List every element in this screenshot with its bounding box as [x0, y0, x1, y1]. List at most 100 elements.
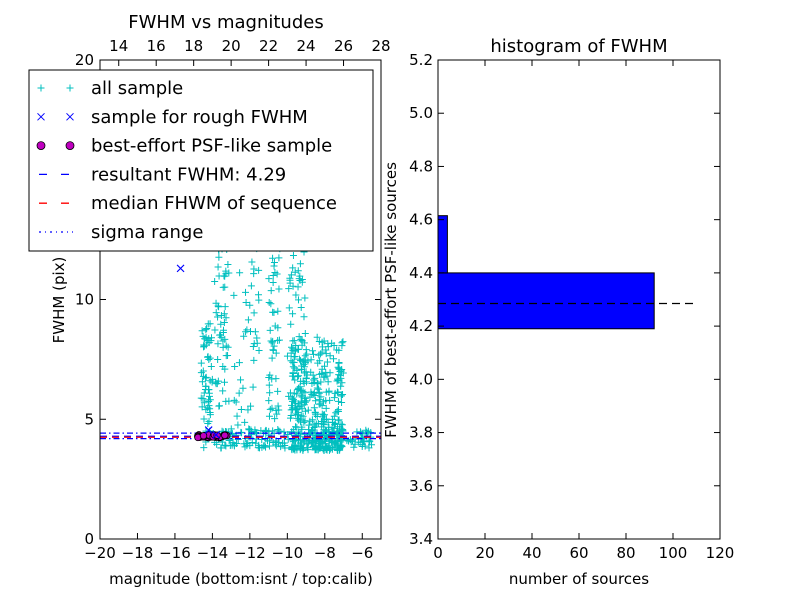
all-sample-point — [213, 380, 221, 388]
y-tick-label: 4.8 — [409, 157, 433, 175]
y-tick-label: 3.8 — [409, 424, 433, 442]
all-sample-point — [220, 318, 228, 326]
all-sample-point — [230, 442, 238, 450]
all-sample-point — [280, 428, 288, 436]
best-effort-point — [199, 432, 208, 440]
all-sample-point — [288, 343, 296, 351]
all-sample-point — [306, 393, 314, 401]
histogram-panel: 0 20 40 60 80 100 120 3.4 3.6 3.8 4.0 4.2 4.4 4.6 4.8… — [382, 36, 734, 588]
all-sample-point — [316, 400, 324, 408]
all-sample-point — [333, 407, 341, 415]
all-sample-point — [227, 425, 235, 433]
all-sample-point — [207, 362, 215, 370]
all-sample-point — [334, 397, 342, 405]
top-x-tick-label: 16 — [147, 37, 166, 55]
all-sample-point — [219, 387, 227, 395]
all-sample-point — [297, 357, 305, 365]
all-sample-point — [297, 402, 305, 410]
all-sample-point — [265, 412, 273, 420]
all-sample-point — [270, 258, 278, 266]
all-sample-point — [297, 412, 305, 420]
all-sample-point — [214, 313, 222, 321]
all-sample-point — [247, 426, 255, 434]
y-tick-label: 4.6 — [409, 211, 433, 229]
all-sample-point — [294, 283, 302, 291]
all-sample-point — [335, 365, 343, 373]
all-sample-point — [314, 380, 322, 388]
all-sample-point — [339, 391, 347, 399]
all-sample-point — [219, 283, 227, 291]
all-sample-point — [289, 369, 297, 377]
all-sample-point — [305, 421, 313, 429]
all-sample-point — [275, 285, 283, 293]
all-sample-point — [211, 278, 219, 286]
all-sample-point — [237, 428, 245, 436]
all-sample-point — [265, 381, 273, 389]
all-sample-point — [292, 437, 300, 445]
legend-label: sample for rough FWHM — [91, 107, 308, 128]
all-sample-point — [214, 355, 222, 363]
all-sample-point — [292, 399, 300, 407]
all-sample-point — [212, 309, 220, 317]
all-sample-point — [305, 426, 313, 434]
all-sample-point — [346, 436, 354, 444]
all-sample-point — [294, 386, 302, 394]
rough-fwhm-point — [212, 430, 221, 439]
y-tick-label: 4.4 — [409, 264, 433, 282]
all-sample-point — [301, 417, 309, 425]
all-sample-point — [235, 389, 243, 397]
all-sample-point — [275, 336, 283, 344]
all-sample-point — [265, 374, 273, 382]
all-sample-point — [247, 327, 255, 335]
all-sample-point — [231, 363, 239, 371]
all-sample-point — [267, 287, 275, 295]
all-sample-point — [300, 339, 308, 347]
all-sample-point — [267, 300, 275, 308]
all-sample-point — [322, 426, 330, 434]
all-sample-point — [250, 270, 258, 278]
top-x-tick-label: 18 — [184, 37, 203, 55]
y-tick-label: 4.0 — [409, 370, 433, 388]
all-sample-point — [221, 365, 229, 373]
all-sample-point — [317, 378, 325, 386]
all-sample-point — [204, 353, 212, 361]
all-sample-point — [221, 303, 229, 311]
all-sample-point — [206, 396, 214, 404]
all-sample-point — [294, 411, 302, 419]
all-sample-point — [291, 423, 299, 431]
all-sample-point — [250, 356, 258, 364]
all-sample-point — [285, 285, 293, 293]
all-sample-point — [312, 397, 320, 405]
x-tick-label: −14 — [197, 544, 229, 562]
x-tick-label: 80 — [616, 544, 635, 562]
all-sample-point — [243, 326, 251, 334]
all-sample-point — [225, 397, 233, 405]
all-sample-point — [202, 382, 210, 390]
all-sample-point — [266, 326, 274, 334]
all-sample-point — [230, 291, 238, 299]
legend-marker-plus — [37, 84, 45, 92]
x-tick-label: 60 — [569, 544, 588, 562]
all-sample-point — [331, 420, 339, 428]
all-sample-point — [294, 441, 302, 449]
all-sample-point — [326, 369, 334, 377]
all-sample-point — [301, 407, 309, 415]
all-sample-point — [317, 393, 325, 401]
all-sample-point — [274, 402, 282, 410]
all-sample-point — [270, 308, 278, 316]
all-sample-point — [318, 439, 326, 447]
all-sample-point — [337, 392, 345, 400]
all-sample-point — [252, 439, 260, 447]
y-tick-label: 4.2 — [409, 317, 433, 335]
all-sample-point — [287, 271, 295, 279]
rough-fwhm-point — [176, 264, 185, 273]
all-sample-point — [304, 357, 312, 365]
histogram-x-label: number of sources — [509, 570, 649, 588]
all-sample-point — [249, 342, 257, 350]
all-sample-point — [198, 327, 206, 335]
all-sample-point — [244, 406, 252, 414]
scatter-reference-lines — [100, 432, 381, 440]
all-sample-point — [291, 376, 299, 384]
all-sample-point — [353, 428, 361, 436]
all-sample-point — [289, 363, 297, 371]
